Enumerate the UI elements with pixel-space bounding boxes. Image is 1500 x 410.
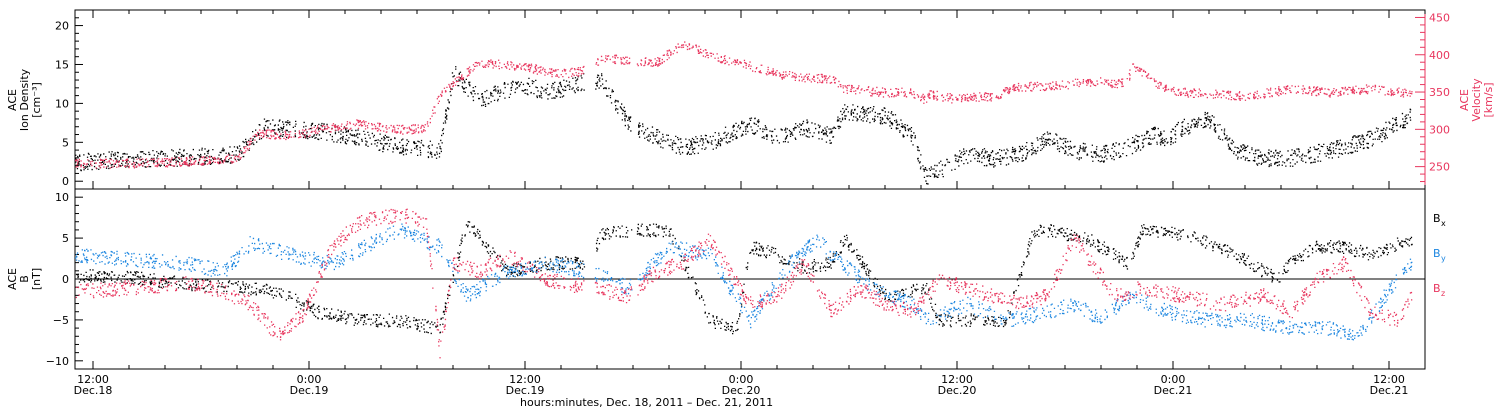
top-left-tick-label: 15 (55, 58, 69, 71)
top-left-ylabel: ACE Ion Density [cm⁻³] (6, 68, 43, 131)
legend-entry-subscript: y (1441, 254, 1446, 263)
top-right-ylabel-line2: Velocity (1470, 78, 1483, 122)
x-tick-date: Dec.19 (506, 384, 545, 397)
x-tick-date: Dec.20 (722, 384, 761, 397)
x-axis: 12:00Dec.180:00Dec.1912:00Dec.190:00Dec.… (74, 10, 1426, 397)
top-right-ylabel-line3: [km/s] (1482, 82, 1495, 117)
series-points (75, 66, 1412, 185)
x-tick-time: 12:00 (941, 373, 973, 386)
top-right-tick-label: 250 (1429, 161, 1450, 174)
x-tick-date: Dec.18 (74, 384, 113, 397)
x-tick-date: Dec.21 (1370, 384, 1409, 397)
top-left-tick-label: 0 (62, 175, 69, 188)
series-points (75, 41, 1413, 169)
series-points (75, 208, 1413, 359)
top-left-tick-label: 20 (55, 20, 69, 33)
bottom-y-axis: −10 −5 0 5 10 (46, 188, 83, 370)
bottom-ylabel: ACE B [nT] (6, 268, 43, 290)
legend-entry-subscript: x (1441, 219, 1446, 228)
legend-entry: B (1433, 212, 1441, 225)
bottom-tick-label: −10 (46, 355, 69, 368)
bottom-ylabel-line2: B (18, 275, 31, 283)
top-left-tick-label: 10 (55, 97, 69, 110)
top-right-tick-label: 400 (1429, 49, 1450, 62)
bottom-ylabel-line1: ACE (6, 268, 19, 290)
legend-entry: B (1433, 247, 1441, 260)
top-ylabel-line2: Ion Density (18, 68, 31, 131)
x-tick-date: Dec.21 (1154, 384, 1193, 397)
top-ylabel-line3: [cm⁻³] (30, 82, 43, 118)
x-tick-date: Dec.19 (290, 384, 329, 397)
bottom-tick-label: −5 (53, 314, 69, 327)
top-panel-points (75, 41, 1413, 185)
series-points (75, 223, 1413, 341)
series-points (75, 221, 1413, 335)
top-right-tick-label: 450 (1429, 11, 1450, 24)
top-right-tick-label: 300 (1429, 123, 1450, 136)
legend-entry-subscript: z (1441, 289, 1445, 298)
top-panel-frame (74, 9, 1426, 190)
bottom-tick-label: 0 (62, 273, 69, 286)
top-left-y-axis: 0 5 10 15 20 (55, 17, 83, 188)
x-tick-time: 0:00 (729, 373, 754, 386)
top-right-ylabel: ACE Velocity [km/s] (1458, 78, 1495, 122)
top-right-ylabel-line1: ACE (1458, 89, 1471, 111)
bottom-panel-points (75, 208, 1413, 359)
x-tick-time: 12:00 (509, 373, 541, 386)
x-tick-time: 0:00 (297, 373, 322, 386)
x-tick-time: 0:00 (1161, 373, 1186, 386)
top-left-tick-label: 5 (62, 136, 69, 149)
bottom-ylabel-line3: [nT] (30, 268, 43, 290)
x-tick-time: 12:00 (77, 373, 109, 386)
top-ylabel-line1: ACE (6, 89, 19, 111)
top-right-y-axis: 250 300 350 400 450 (1415, 10, 1450, 189)
x-tick-date: Dec.20 (938, 384, 977, 397)
bottom-tick-label: 10 (55, 191, 69, 204)
legend-entry: B (1433, 282, 1441, 295)
x-tick-time: 12:00 (1373, 373, 1405, 386)
x-axis-label: hours:minutes, Dec. 18, 2011 – Dec. 21, … (520, 396, 773, 409)
bottom-tick-label: 5 (62, 232, 69, 245)
top-right-tick-label: 350 (1429, 86, 1450, 99)
